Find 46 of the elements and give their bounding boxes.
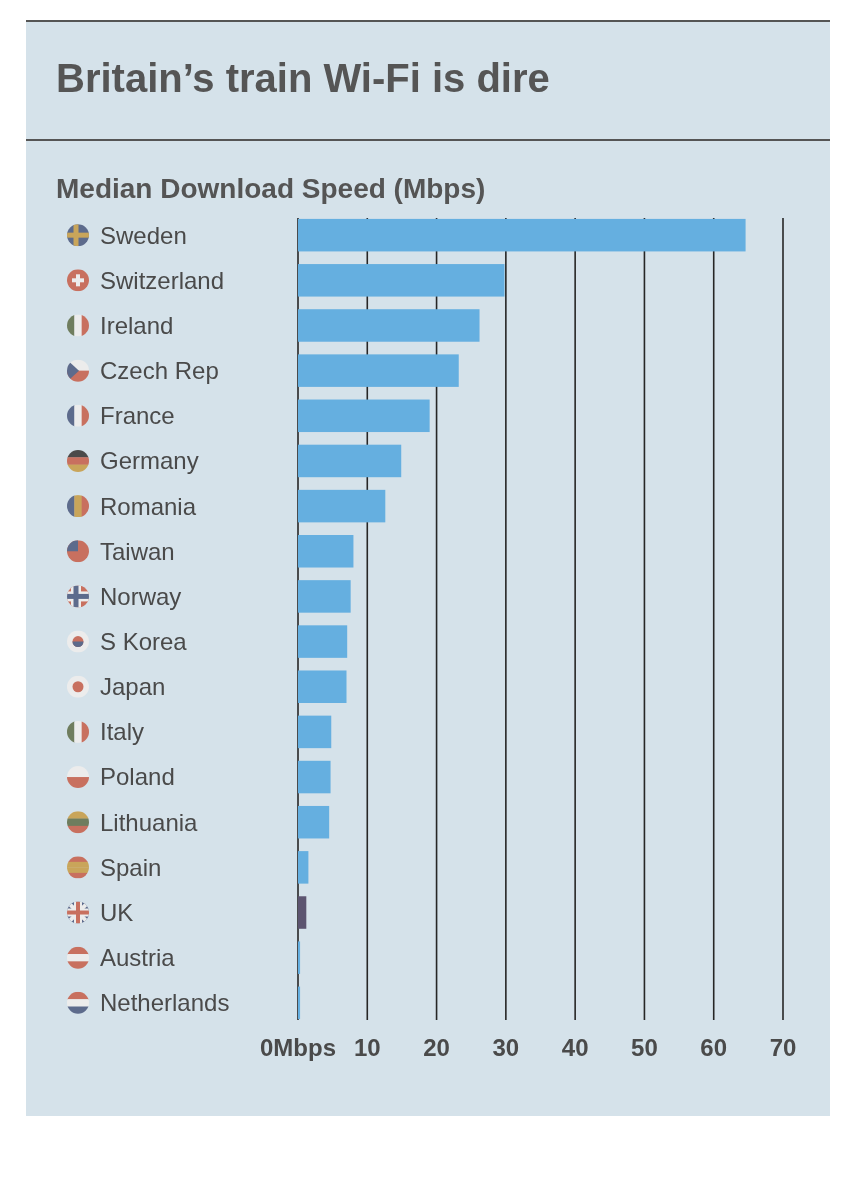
- bar: [298, 264, 505, 297]
- y-tick-label: S Korea: [100, 627, 188, 655]
- bar: [298, 625, 348, 658]
- y-tick-label: Spain: [100, 853, 162, 881]
- x-tick-label: 50: [631, 1034, 658, 1061]
- y-tick-label: Sweden: [100, 221, 187, 249]
- bar: [298, 851, 309, 884]
- chart-subtitle: Median Download Speed (Mbps): [56, 173, 486, 204]
- y-tick-label: Poland: [100, 763, 175, 791]
- y-tick-label: UK: [100, 898, 134, 926]
- bar: [298, 670, 347, 703]
- y-tick-label: Lithuania: [100, 808, 199, 836]
- x-tick-label: 70: [769, 1034, 797, 1061]
- bar: [298, 444, 402, 478]
- bar: [298, 309, 480, 342]
- x-tick-label: 10: [353, 1034, 381, 1061]
- y-tick-label: Ireland: [100, 311, 174, 339]
- y-tick-label: Germany: [100, 447, 199, 475]
- chart-title: Britain’s train Wi-Fi is dire: [56, 56, 550, 100]
- bar: [298, 218, 746, 252]
- bar: [298, 354, 459, 387]
- y-tick-label: Czech Rep: [100, 357, 219, 385]
- bar: [298, 760, 331, 794]
- x-tick-label: 20: [423, 1034, 450, 1061]
- bar: [298, 535, 354, 568]
- bar: [298, 805, 330, 839]
- y-tick-label: Norway: [100, 582, 182, 610]
- bar: [298, 580, 351, 613]
- y-tick-label: Romania: [100, 492, 197, 520]
- y-tick-label: Switzerland: [100, 266, 225, 294]
- y-tick-label: Japan: [100, 673, 166, 701]
- x-tick-label: 30: [492, 1034, 520, 1061]
- bar: [298, 941, 301, 974]
- bar: [298, 715, 332, 749]
- y-tick-label: Netherlands: [100, 989, 230, 1017]
- x-tick-label: 40: [561, 1034, 589, 1061]
- y-tick-label: Austria: [100, 944, 176, 972]
- bar: [298, 896, 307, 929]
- y-tick-label: Italy: [100, 718, 145, 746]
- bar: [298, 489, 386, 523]
- x-tick-label: 0Mbps: [259, 1034, 337, 1061]
- y-tick-label: France: [100, 402, 175, 430]
- x-tick-label: 60: [700, 1034, 728, 1061]
- bar: [298, 986, 301, 1020]
- bar: [298, 399, 430, 433]
- y-tick-label: Taiwan: [100, 537, 175, 565]
